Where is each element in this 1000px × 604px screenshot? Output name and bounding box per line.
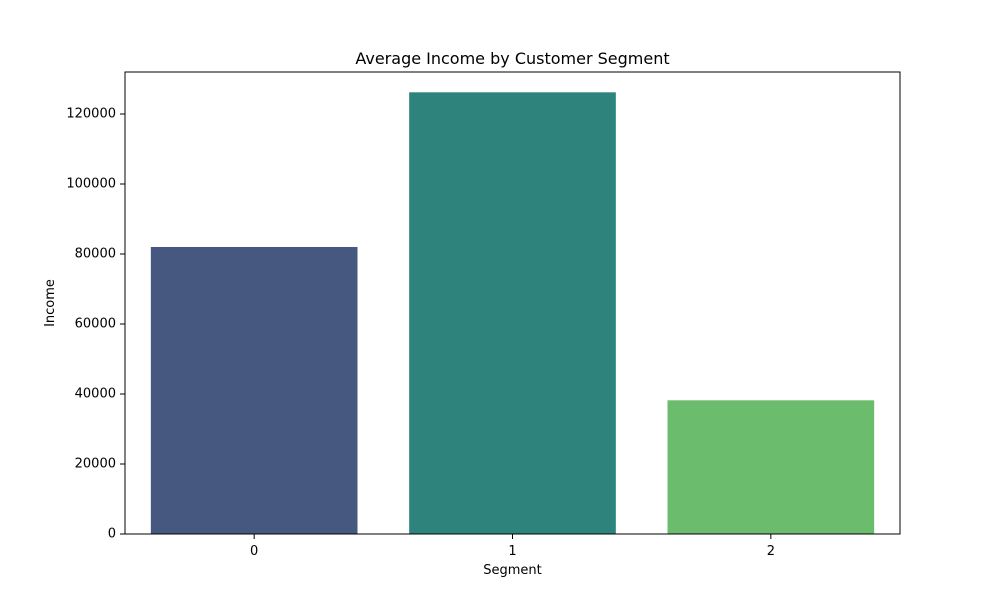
y-tick-label: 0 [108,527,116,542]
bar-segment-2 [667,400,875,534]
y-tick-label: 60000 [75,317,116,332]
bar-segment-0 [150,247,358,534]
y-axis-title: Income [43,279,58,327]
x-axis-ticks: 0 1 2 [250,534,775,559]
bar-segment-1 [409,92,616,535]
x-tick-label: 2 [767,544,775,559]
x-tick-label: 0 [250,544,258,559]
y-tick-label: 80000 [75,247,116,262]
y-tick-label: 40000 [75,387,116,402]
x-tick-label: 1 [508,544,516,559]
y-axis-ticks: 0 20000 40000 60000 80000 100000 120000 [66,107,125,542]
chart-title: Average Income by Customer Segment [355,49,669,68]
y-tick-label: 120000 [66,107,116,122]
bars-group [150,92,875,535]
y-tick-label: 100000 [66,177,116,192]
x-axis-title: Segment [483,563,542,578]
y-tick-label: 20000 [75,457,116,472]
